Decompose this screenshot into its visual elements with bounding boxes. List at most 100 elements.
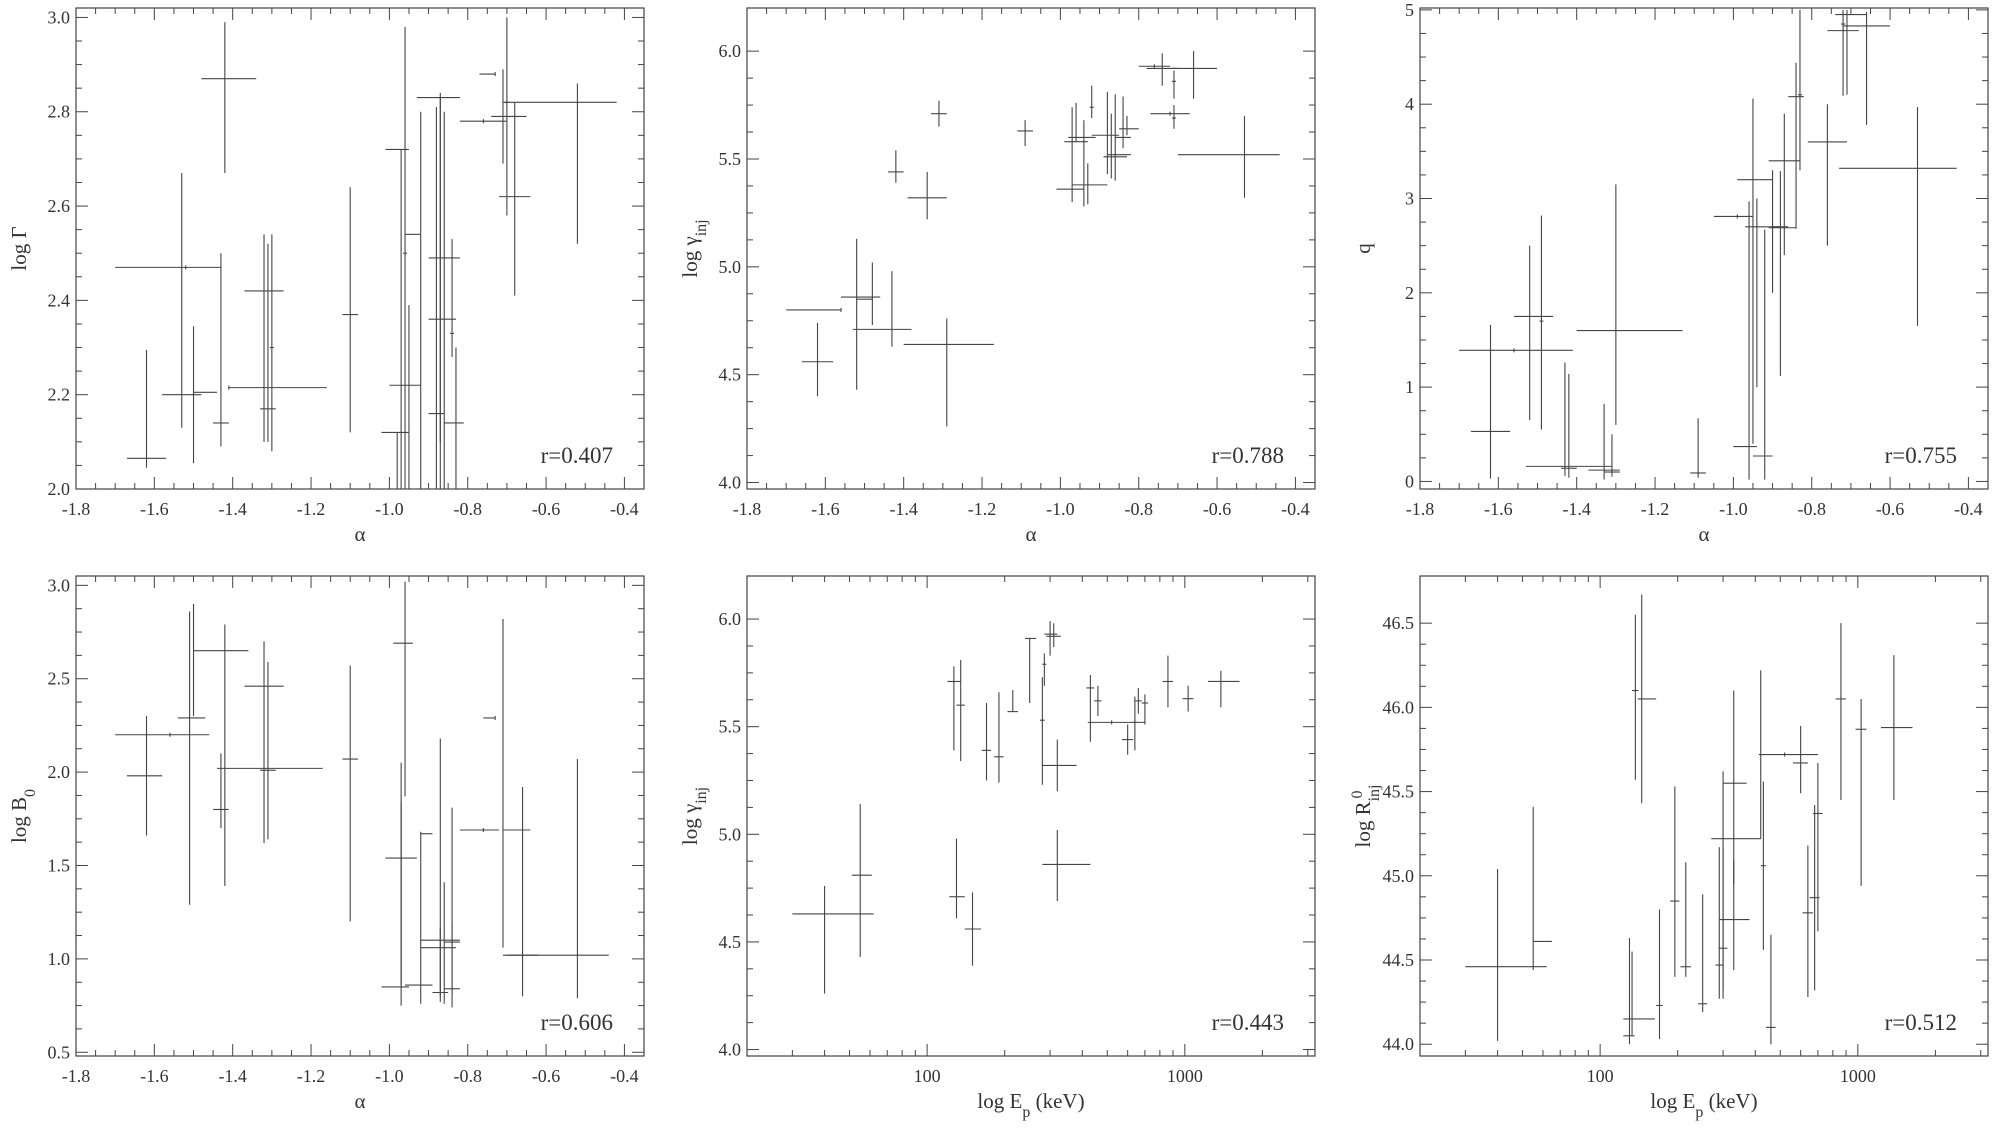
data-point bbox=[1797, 9, 1802, 171]
data-point bbox=[1807, 104, 1847, 246]
data-point bbox=[381, 762, 409, 1006]
data-point bbox=[502, 618, 531, 948]
x-axis-label: log Ep (keV) bbox=[977, 1089, 1084, 1121]
data-point bbox=[786, 307, 842, 312]
y-tick-label: 6.0 bbox=[719, 41, 742, 61]
data-point bbox=[1056, 107, 1084, 203]
data-point bbox=[126, 349, 167, 468]
data-point bbox=[1514, 245, 1554, 421]
y-tick-label: 2.0 bbox=[48, 762, 71, 782]
x-tick-label: 100 bbox=[1587, 1066, 1614, 1086]
data-point bbox=[115, 265, 221, 270]
y-tick-label: 4.5 bbox=[719, 932, 742, 952]
y-tick-label: 2 bbox=[1405, 283, 1414, 303]
data-point bbox=[260, 243, 276, 442]
y-axis-label: log γinj bbox=[678, 787, 710, 845]
x-tick-label: -1.2 bbox=[1641, 499, 1670, 519]
y-tick-label: 2.8 bbox=[48, 102, 71, 122]
data-point bbox=[342, 187, 359, 433]
data-point bbox=[1737, 98, 1773, 444]
x-tick-label: 1000 bbox=[1167, 1066, 1203, 1086]
data-point bbox=[1532, 806, 1552, 971]
data-point bbox=[450, 239, 455, 357]
y-tick-label: 4.5 bbox=[719, 365, 742, 385]
data-point bbox=[841, 238, 881, 390]
x-tick-label: -0.4 bbox=[610, 499, 639, 519]
data-point bbox=[428, 111, 456, 489]
data-point bbox=[1170, 51, 1218, 99]
y-tick-label: 2.4 bbox=[48, 290, 71, 310]
data-point bbox=[416, 97, 460, 489]
x-tick-label: 100 bbox=[914, 1066, 941, 1086]
x-tick-label: -1.8 bbox=[62, 1066, 91, 1086]
data-point bbox=[244, 641, 284, 844]
data-point bbox=[1788, 62, 1804, 229]
data-point bbox=[1561, 373, 1577, 478]
y-tick-label: 5.5 bbox=[719, 149, 742, 169]
data-point bbox=[1091, 92, 1120, 175]
data-point bbox=[459, 828, 500, 833]
data-point bbox=[856, 262, 873, 326]
y-tick-label: 45.0 bbox=[1383, 866, 1415, 886]
x-tick-label: -1.0 bbox=[375, 499, 404, 519]
data-point bbox=[1086, 675, 1095, 742]
x-tick-label: -1.2 bbox=[968, 499, 997, 519]
x-tick-label: -1.4 bbox=[218, 1066, 247, 1086]
x-tick-label: -1.6 bbox=[1484, 499, 1513, 519]
x-tick-label: -0.8 bbox=[1124, 499, 1153, 519]
data-point bbox=[1177, 115, 1280, 198]
data-point bbox=[1768, 113, 1800, 256]
data-point bbox=[228, 385, 327, 390]
data-point bbox=[1698, 894, 1708, 1013]
y-tick-label: 3 bbox=[1405, 189, 1414, 209]
data-point bbox=[342, 665, 359, 922]
data-point bbox=[1017, 120, 1033, 147]
data-point bbox=[1039, 677, 1045, 785]
data-point bbox=[1072, 163, 1108, 205]
x-tick-label: -0.6 bbox=[532, 499, 561, 519]
data-point bbox=[420, 882, 456, 1004]
y-tick-label: 3.0 bbox=[48, 7, 71, 27]
data-point bbox=[1470, 324, 1511, 479]
y-axis-label: log Γ bbox=[7, 226, 31, 270]
y-tick-label: 1 bbox=[1405, 377, 1414, 397]
data-point bbox=[428, 107, 445, 489]
data-point bbox=[907, 171, 947, 220]
data-point bbox=[947, 666, 961, 751]
data-point bbox=[1839, 107, 1957, 326]
y-tick-label: 5.0 bbox=[719, 257, 742, 277]
y-tick-label: 5.5 bbox=[719, 717, 742, 737]
data-point bbox=[949, 838, 965, 919]
data-point bbox=[1068, 120, 1096, 207]
y-tick-label: 2.2 bbox=[48, 385, 71, 405]
y-axis-label: log γinj bbox=[678, 219, 710, 277]
data-point bbox=[1089, 85, 1094, 119]
y-tick-label: 5 bbox=[1405, 0, 1414, 20]
data-point bbox=[1134, 687, 1142, 714]
data-point bbox=[1623, 951, 1655, 1036]
data-point bbox=[1132, 696, 1137, 751]
data-point bbox=[192, 604, 249, 717]
data-point bbox=[403, 26, 408, 489]
data-point bbox=[1715, 847, 1724, 999]
data-point bbox=[903, 318, 994, 427]
data-point bbox=[1690, 418, 1706, 478]
data-point bbox=[381, 431, 409, 489]
data-point bbox=[1841, 9, 1846, 96]
x-tick-label: -1.0 bbox=[375, 1066, 404, 1086]
data-point bbox=[177, 611, 206, 905]
x-tick-label: -0.6 bbox=[532, 1066, 561, 1086]
data-point bbox=[1182, 685, 1194, 712]
data-point bbox=[792, 885, 874, 994]
data-point bbox=[1171, 105, 1176, 129]
data-point bbox=[1576, 184, 1683, 425]
data-point bbox=[1843, 11, 1891, 125]
data-point bbox=[994, 692, 1004, 783]
y-tick-label: 46.0 bbox=[1383, 697, 1415, 717]
data-point bbox=[1007, 690, 1018, 713]
data-point bbox=[1465, 869, 1547, 1041]
x-tick-label: -1.4 bbox=[889, 499, 918, 519]
data-point bbox=[444, 347, 464, 489]
correlation-annotation: r=0.755 bbox=[1885, 443, 1957, 468]
panel-1: -1.8 -1.6 -1.4 -1.2 -1.0 -0.8 -0.6 -0.4 2.0 2.2 2.… bbox=[7, 7, 645, 546]
